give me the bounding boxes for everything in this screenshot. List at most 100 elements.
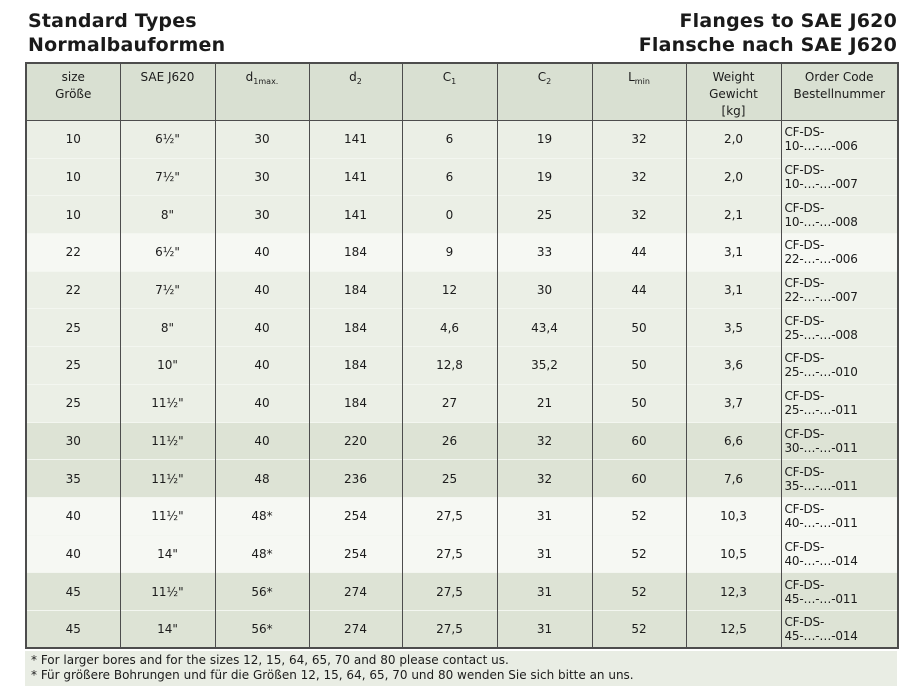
column-header-size: size Größe [25,63,121,121]
cell-d2: 254 [308,496,403,536]
cell-size: 10 [25,195,121,234]
cell-d2: 141 [308,120,403,159]
subscript: 2 [546,77,552,86]
cell-c2: 31 [496,572,593,611]
cell-size: 22 [25,270,121,309]
cell-order: CF-DS-45-…-…-014 [780,609,899,649]
cell-c1: 26 [401,421,498,460]
cell-order: CF-DS-22-…-…-007 [780,270,899,309]
cell-c2: 19 [496,120,593,159]
cell-d1max: 40 [214,421,310,460]
cell-c1: 27,5 [401,534,498,573]
cell-d2: 184 [308,233,403,272]
column-header-line: size [61,70,85,84]
cell-c2: 21 [496,383,593,422]
cell-c1: 6 [401,157,498,196]
cell-size: 35 [25,459,121,498]
cell-size: 30 [25,421,121,460]
cell-sae: 7½" [119,157,216,196]
cell-sae: 11½" [119,421,216,460]
table-row: 35 11½" 48 236 25 32 60 7,6 CF-DS-35-…-…-011 [25,459,899,498]
cell-weight: 3,1 [685,270,782,309]
cell-weight: 3,7 [685,383,782,422]
cell-d2: 141 [308,195,403,234]
cell-d2: 141 [308,157,403,196]
column-header-line: Lmin [628,70,650,86]
cell-lmin: 52 [591,496,687,536]
cell-d1max: 48 [214,459,310,498]
column-header-c2: C2 [496,63,593,121]
cell-weight: 6,6 [685,421,782,460]
cell-order: CF-DS-25-…-…-008 [780,308,899,347]
header-row: size Größe SAE J620 d1max. d2 C1 C2 Lmin Weight G… [25,63,899,121]
cell-c2: 32 [496,421,593,460]
cell-sae: 11½" [119,572,216,611]
table-row: 45 14" 56* 274 27,5 31 52 12,5 CF-DS-45-…-…-014 [25,609,899,649]
cell-order: CF-DS-35-…-…-011 [780,459,899,498]
subscript: 2 [356,77,362,86]
cell-c2: 30 [496,270,593,309]
cell-order: CF-DS-10-…-…-007 [780,157,899,196]
column-header-line: Bestellnummer [793,87,886,101]
cell-lmin: 44 [591,270,687,309]
cell-size: 40 [25,496,121,536]
column-header-line: Gewicht [709,87,758,101]
cell-d1max: 56* [214,572,310,611]
cell-weight: 3,5 [685,308,782,347]
table-row: 40 11½" 48* 254 27,5 31 52 10,3 CF-DS-40-…-…-011 [25,496,899,536]
cell-c1: 6 [401,120,498,159]
cell-weight: 2,1 [685,195,782,234]
footnotes: * For larger bores and for the sizes 12,… [25,651,897,686]
page-title-left: Standard Types Normalbauformen [28,9,225,57]
cell-d1max: 40 [214,346,310,385]
cell-c2: 31 [496,534,593,573]
cell-c1: 25 [401,459,498,498]
subscript: 1max. [253,77,279,86]
footnote-english: * For larger bores and for the sizes 12,… [31,653,509,667]
column-header-line: Größe [55,87,92,101]
cell-lmin: 44 [591,233,687,272]
cell-size: 45 [25,572,121,611]
cell-c2: 32 [496,459,593,498]
table-row: 10 8" 30 141 0 25 32 2,1 CF-DS-10-…-…-008 [25,195,899,234]
cell-sae: 14" [119,609,216,649]
cell-lmin: 52 [591,572,687,611]
cell-d2: 184 [308,270,403,309]
cell-order: CF-DS-30-…-…-011 [780,421,899,460]
cell-size: 40 [25,534,121,573]
column-header-weight: Weight Gewicht [kg] [685,63,782,121]
cell-order: CF-DS-40-…-…-011 [780,496,899,536]
cell-c1: 27,5 [401,572,498,611]
page-title-right: Flanges to SAE J620 Flansche nach SAE J6… [639,9,897,57]
cell-weight: 2,0 [685,120,782,159]
flange-spec-table: size Größe SAE J620 d1max. d2 C1 C2 Lmin Weight G… [25,62,899,650]
cell-weight: 10,3 [685,496,782,536]
cell-lmin: 50 [591,346,687,385]
cell-size: 25 [25,383,121,422]
footnote-german: * Für größere Bohrungen und für die Größ… [31,668,634,682]
cell-size: 45 [25,609,121,649]
cell-lmin: 52 [591,609,687,649]
column-header-line: Weight [712,70,755,84]
table-row: 40 14" 48* 254 27,5 31 52 10,5 CF-DS-40-…-…-014 [25,534,899,573]
cell-sae: 11½" [119,459,216,498]
column-header-line: SAE J620 [140,70,195,84]
table-row: 22 7½" 40 184 12 30 44 3,1 CF-DS-22-…-…-007 [25,270,899,309]
cell-weight: 12,5 [685,609,782,649]
cell-c2: 35,2 [496,346,593,385]
column-header-c1: C1 [401,63,498,121]
cell-lmin: 32 [591,120,687,159]
cell-d2: 184 [308,308,403,347]
cell-d2: 274 [308,609,403,649]
cell-lmin: 60 [591,421,687,460]
cell-d2: 184 [308,346,403,385]
cell-lmin: 32 [591,195,687,234]
cell-d1max: 56* [214,609,310,649]
cell-size: 25 [25,308,121,347]
cell-sae: 8" [119,308,216,347]
cell-weight: 10,5 [685,534,782,573]
cell-weight: 7,6 [685,459,782,498]
cell-lmin: 32 [591,157,687,196]
column-header-line: [kg] [721,104,746,118]
